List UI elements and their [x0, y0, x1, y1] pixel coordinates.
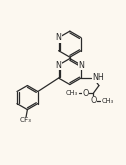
- Text: O: O: [83, 89, 89, 98]
- Text: CH₃: CH₃: [101, 98, 114, 104]
- Text: N: N: [56, 61, 61, 69]
- Text: N: N: [78, 61, 84, 69]
- Text: CH₃: CH₃: [66, 90, 78, 96]
- Text: N: N: [56, 33, 61, 42]
- Text: CF₃: CF₃: [20, 117, 32, 123]
- Text: O: O: [90, 96, 97, 105]
- Text: NH: NH: [93, 73, 104, 82]
